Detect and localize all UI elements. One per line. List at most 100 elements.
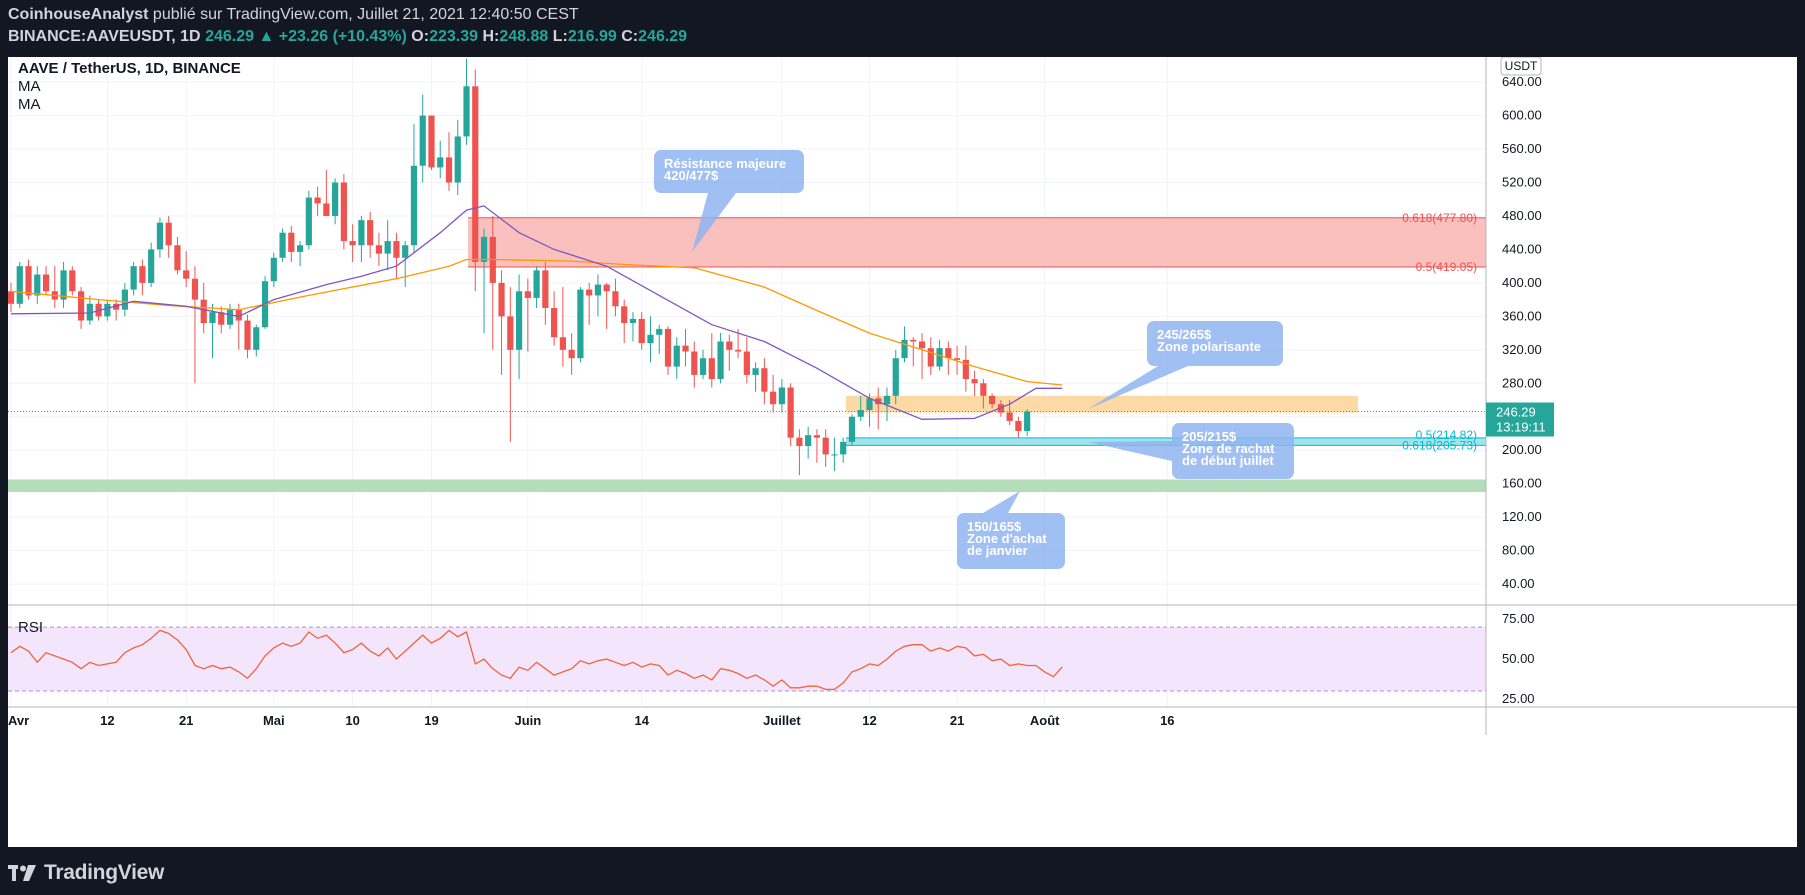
- candle-body: [480, 236, 488, 262]
- candle-body: [209, 312, 216, 324]
- achat-callout-text: de janvier: [967, 543, 1028, 558]
- rsi-legend[interactable]: RSI: [18, 619, 44, 636]
- candle-body: [25, 266, 32, 296]
- price-tick-label: 640.00: [1502, 74, 1542, 89]
- candle: [165, 215, 172, 258]
- candle-body: [1006, 412, 1013, 421]
- resistance-callout-box: [654, 150, 804, 193]
- candle-body: [139, 266, 146, 283]
- candle-body: [787, 387, 794, 438]
- ma-legend-2[interactable]: MA: [18, 96, 41, 113]
- candle: [822, 429, 829, 467]
- price-tick-label: 520.00: [1502, 174, 1542, 189]
- time-tick-label: 12: [100, 713, 114, 728]
- candle: [594, 274, 602, 317]
- candle: [139, 259, 146, 296]
- candle-body: [927, 348, 934, 367]
- candle: [428, 115, 435, 170]
- ma-fast-line: [10, 205, 1063, 420]
- candle-body: [253, 327, 260, 350]
- time-tick-label: Août: [1030, 713, 1060, 728]
- close-label: C:: [621, 28, 639, 45]
- footer: TradingView: [8, 860, 164, 886]
- candle-body: [621, 306, 628, 324]
- candle-body: [323, 203, 330, 216]
- candle: [953, 345, 961, 375]
- candle-body: [691, 351, 698, 375]
- candle-body: [507, 316, 514, 350]
- candle-body: [34, 274, 41, 296]
- candle: [358, 215, 365, 262]
- fib-label-5-bot: 0.5(214.82): [1416, 428, 1477, 442]
- candle: [174, 236, 181, 275]
- open-value: 223.39: [429, 28, 479, 45]
- time-tick-label: Avr: [8, 713, 29, 728]
- candle-body: [498, 282, 505, 317]
- candle-body: [682, 345, 689, 352]
- chart-header-line1: CoinhouseAnalyst publié sur TradingView.…: [8, 6, 579, 24]
- candle-body: [60, 270, 67, 300]
- candle: [349, 224, 356, 262]
- candle-body: [419, 115, 426, 166]
- candle-body: [612, 291, 619, 307]
- time-tick-label: 19: [424, 713, 438, 728]
- candle-body: [603, 284, 610, 292]
- candle: [104, 299, 111, 321]
- price-chart[interactable]: 0.618(477.80) 0.5(419.05) 0.5(214.82)0.618…: [8, 57, 1797, 847]
- polarisante-callout-box: [1147, 321, 1283, 366]
- candle-body: [244, 320, 251, 350]
- candle-body: [218, 312, 225, 325]
- candle-body: [16, 266, 23, 304]
- candle: [568, 333, 575, 375]
- time-tick-label: Juin: [514, 713, 541, 728]
- candle: [402, 241, 409, 288]
- candle-body: [445, 157, 453, 183]
- candle-body: [989, 395, 996, 405]
- symbol-legend-title[interactable]: AAVE / TetherUS, 1D, BINANCE: [18, 60, 241, 77]
- candle-body: [524, 291, 531, 298]
- candle: [191, 266, 199, 384]
- candle: [367, 211, 374, 258]
- candle: [34, 266, 41, 304]
- candle: [51, 266, 58, 308]
- chart-header-line2: BINANCE:AAVEUSDT, 1D 246.29 ▲ +23.26 (+1…: [8, 28, 687, 46]
- candle-body: [901, 339, 908, 359]
- ma-legend-1[interactable]: MA: [18, 78, 41, 95]
- candle: [437, 140, 444, 179]
- candle-body: [717, 341, 724, 380]
- tradingview-brand[interactable]: TradingView: [44, 861, 165, 884]
- high-label: H:: [482, 28, 500, 45]
- candle: [279, 228, 286, 262]
- candle-body: [752, 368, 759, 375]
- price-tick-label: 120.00: [1502, 509, 1542, 524]
- candle: [156, 217, 164, 258]
- resistance-callout-text: 420/477$: [664, 168, 719, 183]
- candle-body: [349, 241, 356, 246]
- candle: [42, 266, 50, 296]
- author-name[interactable]: CoinhouseAnalyst: [8, 6, 149, 23]
- candle: [218, 306, 225, 334]
- price-tick-label: 280.00: [1502, 375, 1542, 390]
- candle: [226, 303, 234, 329]
- candle: [253, 324, 260, 357]
- candle: [910, 337, 917, 367]
- currency-label: USDT: [1505, 59, 1538, 73]
- chart-area[interactable]: 0.618(477.80) 0.5(419.05) 0.5(214.82) 0.618…: [8, 57, 1797, 847]
- candle: [1015, 416, 1022, 438]
- candle-body: [778, 387, 785, 405]
- candle: [533, 266, 540, 308]
- achat-callout-tail: [983, 491, 1020, 513]
- candle-body: [340, 182, 347, 242]
- candle-body: [664, 328, 672, 367]
- candle-body: [805, 435, 812, 447]
- polarisante-callout-text: Zone polarisante: [1157, 339, 1261, 354]
- candle: [577, 287, 584, 363]
- candle-body: [226, 309, 234, 325]
- change-up-icon: ▲: [258, 28, 275, 45]
- last-price-countdown: 13:19:11: [1496, 419, 1546, 434]
- candle-body: [454, 136, 461, 183]
- candle-body: [726, 341, 733, 350]
- candle-body: [8, 291, 15, 304]
